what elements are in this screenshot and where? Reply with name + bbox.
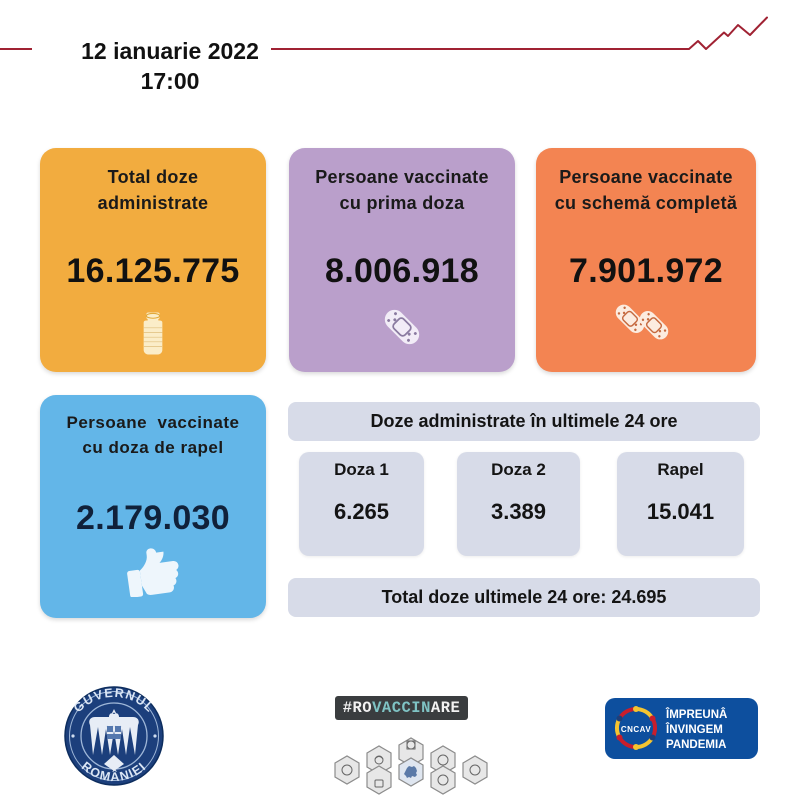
svg-text:ÎNVINGEM: ÎNVINGEM: [665, 723, 723, 736]
svg-text:PANDEMIA: PANDEMIA: [666, 739, 726, 751]
svg-text:CNCAV: CNCAV: [621, 725, 652, 734]
svg-text:ÎMPREUNÂ: ÎMPREUNÂ: [665, 708, 727, 721]
